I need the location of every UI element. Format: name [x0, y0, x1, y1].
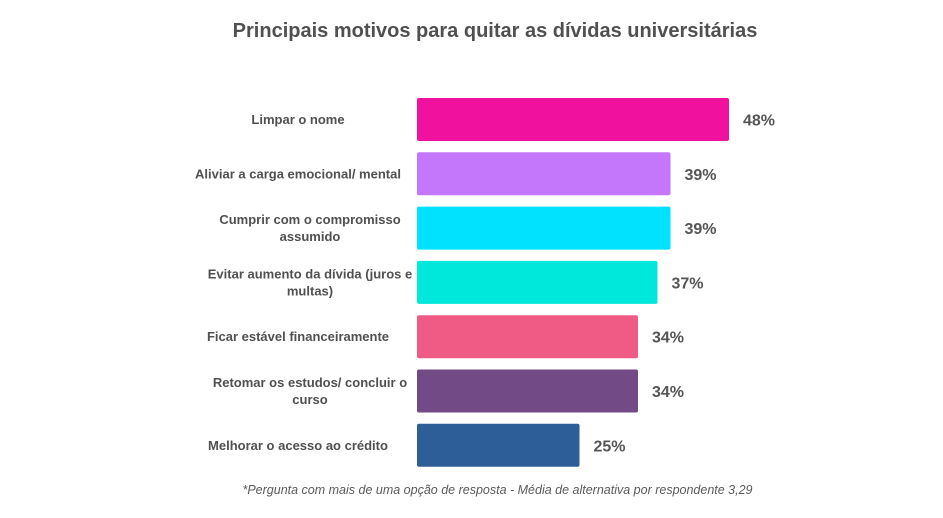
data-label-1: 48% [743, 113, 775, 130]
category-label-1: Limpar o nome [251, 112, 344, 127]
category-label-line: Ficar estável financeiramente [207, 329, 389, 344]
bar-2 [417, 152, 671, 196]
category-label-line: Evitar aumento da dívida (juros e [208, 266, 412, 281]
data-label-6: 34% [652, 384, 684, 401]
data-label-5: 34% [652, 330, 684, 347]
category-label-line: assumido [280, 229, 341, 244]
bar-3 [417, 206, 671, 250]
category-label-line: Limpar o nome [251, 112, 344, 127]
category-label-line: curso [292, 392, 327, 407]
category-label-line: Aliviar a carga emocional/ mental [195, 166, 401, 181]
category-label-7: Melhorar o acesso ao crédito [208, 438, 388, 453]
bar-4 [417, 260, 658, 304]
category-label-line: multas) [287, 283, 333, 298]
bar-6 [417, 369, 638, 413]
bar-7 [417, 423, 580, 467]
category-label-line: Cumprir com o compromisso [219, 212, 400, 227]
category-label-3: Cumprir com o compromisso assumido [219, 212, 400, 244]
category-label-line: Melhorar o acesso ao crédito [208, 438, 388, 453]
category-label-2: Aliviar a carga emocional/ mental [195, 166, 401, 181]
chart-title: Principais motivos para quitar as dívida… [232, 20, 758, 42]
chart-footnote: *Pergunta com mais de uma opção de respo… [242, 483, 753, 497]
data-label-2: 39% [685, 167, 717, 184]
category-label-6: Retomar os estudos/ concluir o curso [213, 375, 407, 407]
data-label-4: 37% [672, 275, 704, 292]
bar-1 [417, 98, 729, 141]
category-label-line: Retomar os estudos/ concluir o [213, 375, 407, 390]
bar-5 [417, 315, 638, 359]
category-label-4: Evitar aumento da dívida (juros e multas) [208, 266, 412, 298]
category-label-5: Ficar estável financeiramente [207, 329, 389, 344]
data-label-7: 25% [594, 438, 626, 455]
data-label-3: 39% [685, 221, 717, 238]
